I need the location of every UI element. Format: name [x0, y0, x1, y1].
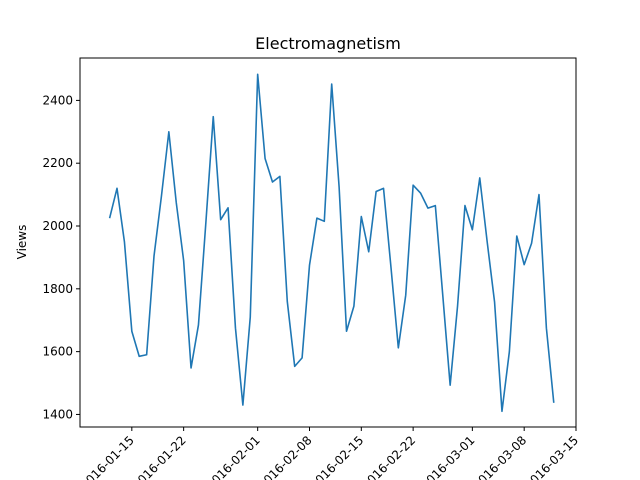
y-tick-label: 1800: [42, 282, 73, 296]
x-tick-label: 2016-02-22: [359, 433, 418, 480]
plot-frame: [79, 57, 577, 428]
x-tick-label: 2016-03-08: [470, 433, 529, 480]
y-tick-label: 1600: [42, 345, 73, 359]
series-line: [108, 73, 555, 413]
x-tick-label: 2016-01-22: [130, 433, 189, 480]
y-tick-label: 2400: [42, 93, 73, 107]
y-axis-label: Views: [15, 225, 29, 260]
x-tick-label: 2016-02-15: [307, 433, 366, 480]
x-tick-label: 2016-02-08: [255, 433, 314, 480]
y-tick-label: 2000: [42, 219, 73, 233]
x-tick-label: 2016-01-15: [78, 433, 137, 480]
x-tick-label: 2016-03-01: [418, 433, 477, 480]
chart-title: Electromagnetism: [255, 34, 401, 53]
y-tick-label: 1400: [42, 407, 73, 421]
x-tick-label: 2016-02-01: [204, 433, 263, 480]
plot-area: 1400160018002000220024002016-01-152016-0…: [42, 73, 581, 480]
x-tick-label: 2016-03-15: [522, 433, 581, 480]
y-tick-label: 2200: [42, 156, 73, 170]
